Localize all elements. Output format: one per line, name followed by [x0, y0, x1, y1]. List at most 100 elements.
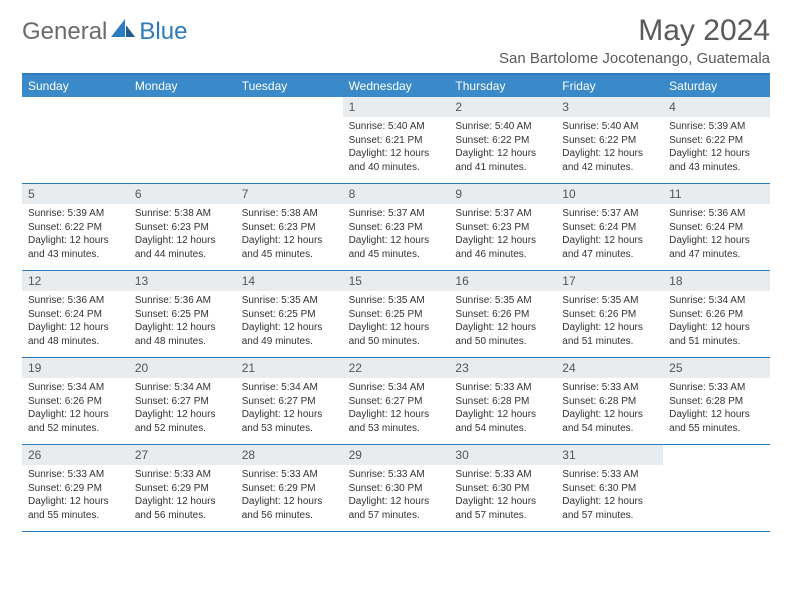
calendar-cell: 13Sunrise: 5:36 AMSunset: 6:25 PMDayligh…: [129, 271, 236, 357]
calendar-cell: 10Sunrise: 5:37 AMSunset: 6:24 PMDayligh…: [556, 184, 663, 270]
daylight-text-1: Daylight: 12 hours: [242, 495, 337, 509]
day-detail: Sunrise: 5:38 AMSunset: 6:23 PMDaylight:…: [129, 204, 236, 265]
sunset-text: Sunset: 6:23 PM: [455, 221, 550, 235]
day-detail: Sunrise: 5:35 AMSunset: 6:26 PMDaylight:…: [556, 291, 663, 352]
sunset-text: Sunset: 6:27 PM: [242, 395, 337, 409]
calendar-page: General Blue May 2024 San Bartolome Joco…: [0, 0, 792, 542]
title-month: May 2024: [499, 14, 770, 48]
daylight-text-1: Daylight: 12 hours: [455, 495, 550, 509]
calendar-cell: 18Sunrise: 5:34 AMSunset: 6:26 PMDayligh…: [663, 271, 770, 357]
daylight-text-2: and 48 minutes.: [28, 335, 123, 349]
daylight-text-1: Daylight: 12 hours: [562, 495, 657, 509]
sunrise-text: Sunrise: 5:38 AM: [135, 207, 230, 221]
sunset-text: Sunset: 6:26 PM: [28, 395, 123, 409]
sunrise-text: Sunrise: 5:36 AM: [28, 294, 123, 308]
sunrise-text: Sunrise: 5:34 AM: [28, 381, 123, 395]
daylight-text-2: and 50 minutes.: [455, 335, 550, 349]
calendar-cell: 28Sunrise: 5:33 AMSunset: 6:29 PMDayligh…: [236, 445, 343, 531]
calendar-week: 5Sunrise: 5:39 AMSunset: 6:22 PMDaylight…: [22, 184, 770, 271]
daylight-text-1: Daylight: 12 hours: [349, 495, 444, 509]
daylight-text-1: Daylight: 12 hours: [349, 321, 444, 335]
sunset-text: Sunset: 6:30 PM: [455, 482, 550, 496]
daylight-text-2: and 56 minutes.: [242, 509, 337, 523]
calendar-body: ......1Sunrise: 5:40 AMSunset: 6:21 PMDa…: [22, 97, 770, 532]
day-detail: Sunrise: 5:34 AMSunset: 6:26 PMDaylight:…: [22, 378, 129, 439]
day-detail: Sunrise: 5:36 AMSunset: 6:25 PMDaylight:…: [129, 291, 236, 352]
sunrise-text: Sunrise: 5:38 AM: [242, 207, 337, 221]
daylight-text-1: Daylight: 12 hours: [455, 234, 550, 248]
sunrise-text: Sunrise: 5:35 AM: [455, 294, 550, 308]
daylight-text-2: and 54 minutes.: [562, 422, 657, 436]
daylight-text-1: Daylight: 12 hours: [28, 321, 123, 335]
day-header: Thursday: [449, 75, 556, 97]
sunset-text: Sunset: 6:23 PM: [242, 221, 337, 235]
day-detail: Sunrise: 5:38 AMSunset: 6:23 PMDaylight:…: [236, 204, 343, 265]
sunset-text: Sunset: 6:25 PM: [349, 308, 444, 322]
sunset-text: Sunset: 6:24 PM: [669, 221, 764, 235]
sunrise-text: Sunrise: 5:36 AM: [669, 207, 764, 221]
sunrise-text: Sunrise: 5:33 AM: [135, 468, 230, 482]
sunset-text: Sunset: 6:30 PM: [349, 482, 444, 496]
daylight-text-1: Daylight: 12 hours: [28, 408, 123, 422]
day-detail: Sunrise: 5:39 AMSunset: 6:22 PMDaylight:…: [22, 204, 129, 265]
calendar-cell: 6Sunrise: 5:38 AMSunset: 6:23 PMDaylight…: [129, 184, 236, 270]
calendar-cell: 26Sunrise: 5:33 AMSunset: 6:29 PMDayligh…: [22, 445, 129, 531]
day-detail: Sunrise: 5:40 AMSunset: 6:21 PMDaylight:…: [343, 117, 450, 178]
sunrise-text: Sunrise: 5:33 AM: [28, 468, 123, 482]
sunset-text: Sunset: 6:23 PM: [349, 221, 444, 235]
sunrise-text: Sunrise: 5:39 AM: [28, 207, 123, 221]
calendar-cell: 14Sunrise: 5:35 AMSunset: 6:25 PMDayligh…: [236, 271, 343, 357]
sunset-text: Sunset: 6:25 PM: [242, 308, 337, 322]
day-number: 27: [129, 445, 236, 465]
sunrise-text: Sunrise: 5:35 AM: [349, 294, 444, 308]
sunrise-text: Sunrise: 5:37 AM: [349, 207, 444, 221]
day-header: Monday: [129, 75, 236, 97]
calendar: SundayMondayTuesdayWednesdayThursdayFrid…: [22, 73, 770, 532]
day-detail: Sunrise: 5:34 AMSunset: 6:27 PMDaylight:…: [236, 378, 343, 439]
daylight-text-1: Daylight: 12 hours: [135, 321, 230, 335]
day-number: 6: [129, 184, 236, 204]
daylight-text-1: Daylight: 12 hours: [242, 408, 337, 422]
daylight-text-1: Daylight: 12 hours: [562, 147, 657, 161]
day-header: Friday: [556, 75, 663, 97]
daylight-text-2: and 41 minutes.: [455, 161, 550, 175]
calendar-week: 12Sunrise: 5:36 AMSunset: 6:24 PMDayligh…: [22, 271, 770, 358]
daylight-text-2: and 53 minutes.: [242, 422, 337, 436]
sunset-text: Sunset: 6:21 PM: [349, 134, 444, 148]
day-detail: Sunrise: 5:35 AMSunset: 6:25 PMDaylight:…: [343, 291, 450, 352]
sunset-text: Sunset: 6:22 PM: [455, 134, 550, 148]
sunrise-text: Sunrise: 5:40 AM: [455, 120, 550, 134]
day-number: 16: [449, 271, 556, 291]
daylight-text-1: Daylight: 12 hours: [562, 234, 657, 248]
sunset-text: Sunset: 6:28 PM: [455, 395, 550, 409]
day-header: Tuesday: [236, 75, 343, 97]
day-detail: Sunrise: 5:33 AMSunset: 6:30 PMDaylight:…: [343, 465, 450, 526]
daylight-text-2: and 53 minutes.: [349, 422, 444, 436]
daylight-text-1: Daylight: 12 hours: [562, 408, 657, 422]
day-number: 21: [236, 358, 343, 378]
day-detail: Sunrise: 5:33 AMSunset: 6:28 PMDaylight:…: [663, 378, 770, 439]
sunset-text: Sunset: 6:28 PM: [669, 395, 764, 409]
daylight-text-1: Daylight: 12 hours: [242, 321, 337, 335]
day-detail: Sunrise: 5:37 AMSunset: 6:24 PMDaylight:…: [556, 204, 663, 265]
calendar-header-row: SundayMondayTuesdayWednesdayThursdayFrid…: [22, 75, 770, 97]
daylight-text-2: and 51 minutes.: [562, 335, 657, 349]
sunset-text: Sunset: 6:29 PM: [242, 482, 337, 496]
calendar-cell: 19Sunrise: 5:34 AMSunset: 6:26 PMDayligh…: [22, 358, 129, 444]
sunrise-text: Sunrise: 5:36 AM: [135, 294, 230, 308]
calendar-cell: 8Sunrise: 5:37 AMSunset: 6:23 PMDaylight…: [343, 184, 450, 270]
day-number: 11: [663, 184, 770, 204]
sunrise-text: Sunrise: 5:33 AM: [242, 468, 337, 482]
daylight-text-2: and 45 minutes.: [242, 248, 337, 262]
daylight-text-2: and 57 minutes.: [455, 509, 550, 523]
day-number: 17: [556, 271, 663, 291]
daylight-text-1: Daylight: 12 hours: [135, 234, 230, 248]
day-number: 26: [22, 445, 129, 465]
day-number: 13: [129, 271, 236, 291]
header: General Blue May 2024 San Bartolome Joco…: [22, 14, 770, 67]
daylight-text-1: Daylight: 12 hours: [455, 147, 550, 161]
daylight-text-2: and 48 minutes.: [135, 335, 230, 349]
calendar-week: ......1Sunrise: 5:40 AMSunset: 6:21 PMDa…: [22, 97, 770, 184]
sail-icon: [111, 19, 137, 44]
sunrise-text: Sunrise: 5:33 AM: [669, 381, 764, 395]
